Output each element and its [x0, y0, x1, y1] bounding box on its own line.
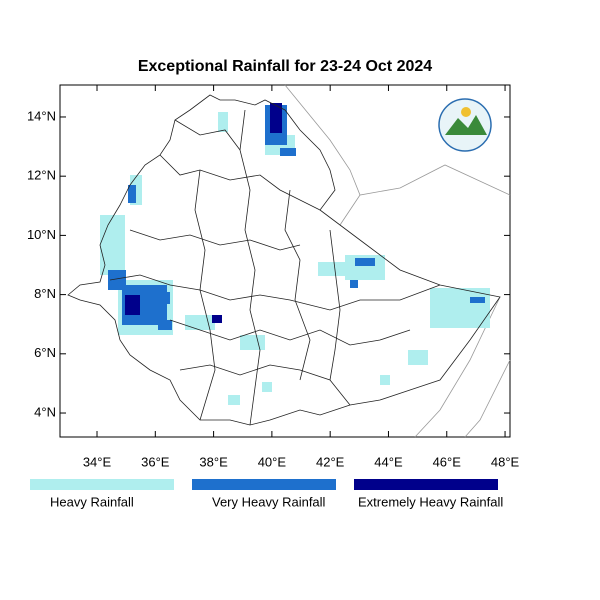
agency-logo: [438, 98, 492, 152]
lat-tick-label: 14°N: [27, 108, 56, 123]
legend-swatch: [30, 479, 174, 490]
lon-tick-label: 48°E: [491, 454, 520, 469]
lon-tick-label: 40°E: [258, 454, 287, 469]
legend-swatch: [354, 479, 498, 490]
legend-swatch: [192, 479, 336, 490]
lat-tick-label: 4°N: [34, 404, 56, 419]
lon-tick-label: 42°E: [316, 454, 345, 469]
axis-ticks: 4°N 6°N 8°N 10°N 12°N 14°N 34°E 36°E 38°E 40°E 42°…: [27, 85, 520, 469]
map-title: Exceptional Rainfall for 23-24 Oct 2024: [138, 58, 432, 75]
legend-label: Extremely Heavy Rainfall: [358, 494, 503, 509]
legend-label: Heavy Rainfall: [50, 494, 134, 509]
lon-tick-label: 44°E: [374, 454, 403, 469]
lat-tick-label: 10°N: [27, 227, 56, 242]
lon-tick-label: 46°E: [433, 454, 462, 469]
legend: Heavy Rainfall Very Heavy Rainfall Extreme…: [30, 479, 503, 509]
neighbor-borders: [284, 84, 511, 438]
lat-tick-label: 12°N: [27, 168, 56, 183]
lon-tick-label: 36°E: [141, 454, 170, 469]
lat-tick-label: 6°N: [34, 345, 56, 360]
lon-tick-label: 38°E: [199, 454, 228, 469]
lat-tick-label: 8°N: [34, 286, 56, 301]
legend-label: Very Heavy Rainfall: [212, 494, 326, 509]
ethiopia-outline: [67, 94, 501, 426]
rainfall-extremely-heavy: [125, 103, 282, 323]
lon-tick-label: 34°E: [83, 454, 112, 469]
